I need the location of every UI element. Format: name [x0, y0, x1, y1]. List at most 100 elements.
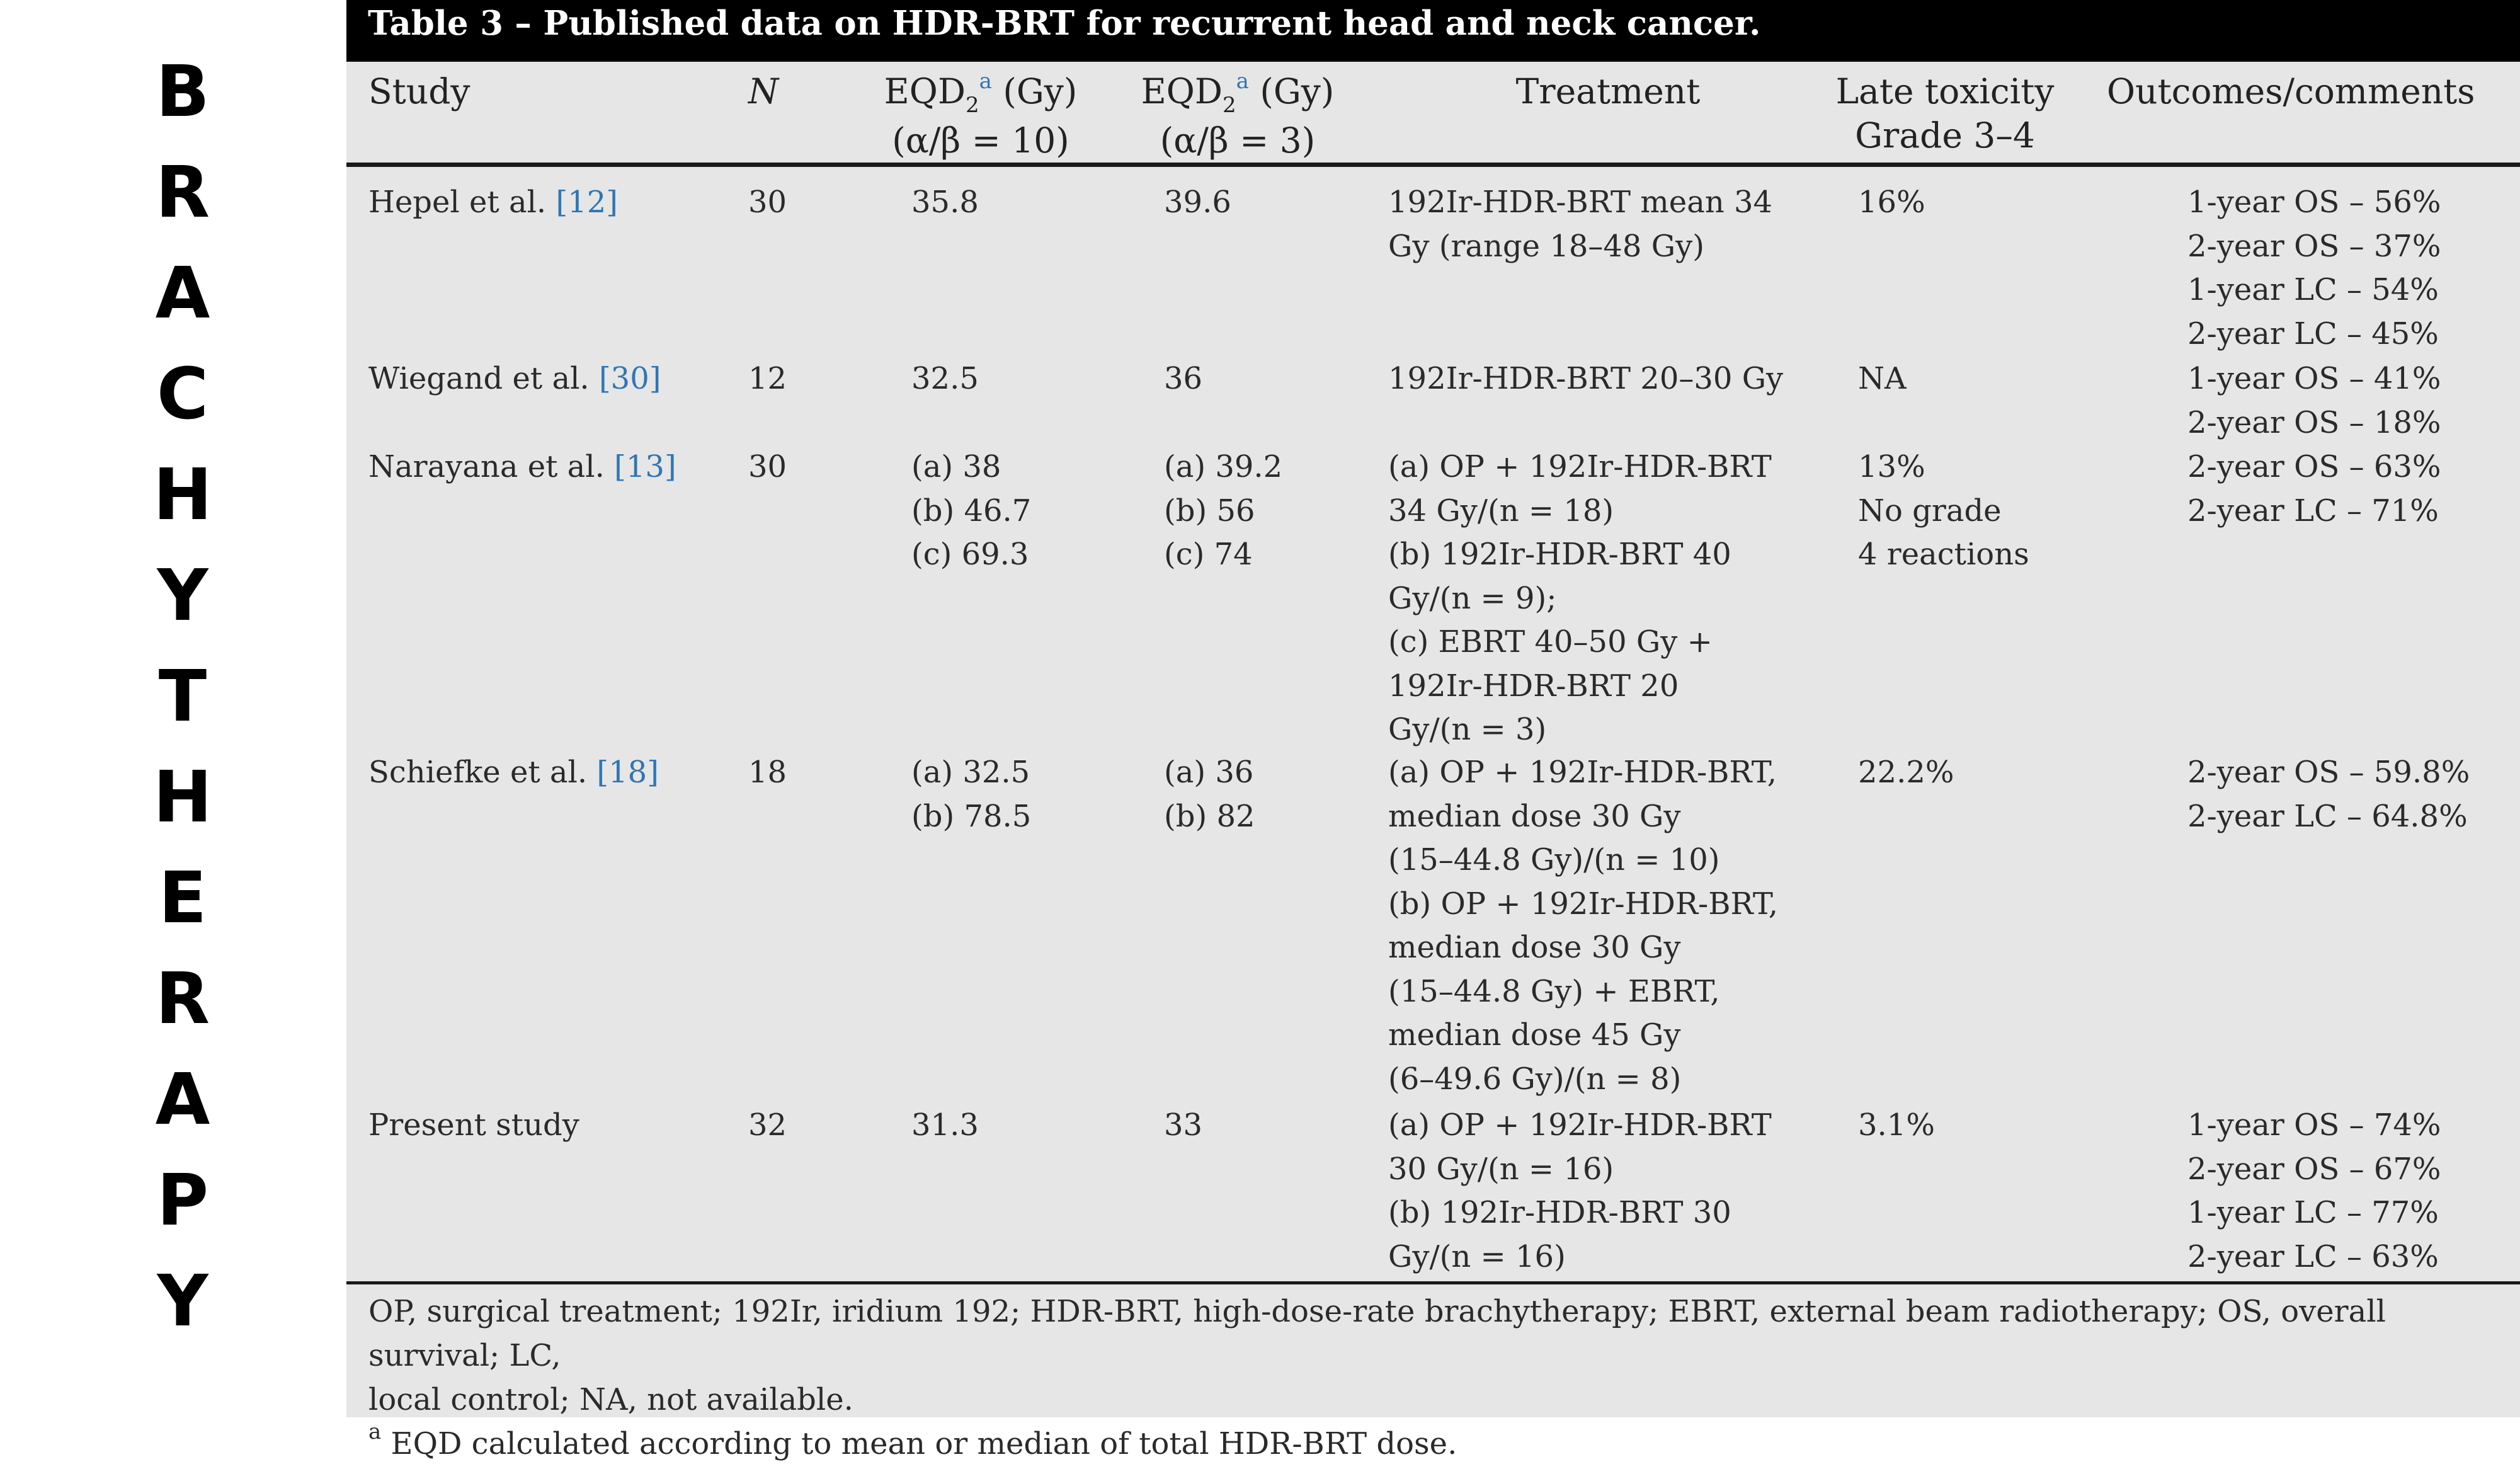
eqd10-line: (a) 38	[911, 449, 1001, 484]
side-letter: Y	[157, 555, 208, 637]
treatment-line: (a) OP + 192Ir-HDR-BRT,	[1388, 755, 1777, 790]
n-cell: 30	[748, 185, 787, 220]
outcomes-line: 1-year LC – 54%	[2187, 272, 2439, 307]
outcomes-line: 2-year LC – 64.8%	[2187, 798, 2468, 834]
treatment-line: Gy/(n = 3)	[1388, 712, 1547, 747]
treatment-line: Gy (range 18–48 Gy)	[1388, 228, 1704, 264]
eqd10-line: (a) 32.5	[911, 755, 1030, 790]
treatment-line: median dose 30 Gy	[1388, 930, 1681, 965]
eqd3-line: (c) 74	[1164, 537, 1253, 572]
outcomes-line: 2-year OS – 37%	[2187, 228, 2441, 264]
header-eqd-3-sup: a	[1236, 69, 1249, 94]
header-eqd-10-sup: a	[979, 69, 992, 94]
treatment-line: (b) OP + 192Ir-HDR-BRT,	[1388, 886, 1779, 922]
study-cell: Narayana et al. [13]	[368, 445, 676, 489]
reference-link[interactable]: [18]	[596, 755, 659, 790]
header-eqd-10: EQD2a (Gy) (α/β = 10)	[867, 69, 1094, 163]
header-eqd-10-base: EQD	[884, 71, 966, 111]
side-letter: E	[158, 857, 207, 939]
outcomes-line: 1-year LC – 77%	[2187, 1195, 2439, 1230]
treatment-line: 192Ir-HDR-BRT 20–30 Gy	[1388, 361, 1784, 396]
footnote-a-marker: a	[368, 1419, 382, 1444]
side-letter: R	[155, 152, 210, 234]
reference-link[interactable]: [12]	[556, 185, 618, 220]
side-letter: C	[156, 353, 209, 435]
treatment-line: Gy/(n = 16)	[1388, 1238, 1566, 1274]
study-name: Present study	[368, 1107, 579, 1143]
header-eqd-3-sub: 2	[1223, 93, 1236, 118]
footer-rule	[346, 1281, 2520, 1284]
header-eqd-3: EQD2a (Gy) (α/β = 3)	[1124, 69, 1351, 163]
header-outcomes: Outcomes/comments	[2107, 71, 2475, 111]
treatment-line: 30 Gy/(n = 16)	[1388, 1151, 1614, 1187]
side-letter: A	[155, 1059, 210, 1141]
treatment-line: (15–44.8 Gy) + EBRT,	[1388, 973, 1720, 1009]
eqd3-line: (a) 39.2	[1164, 449, 1283, 484]
reference-link[interactable]: [13]	[614, 449, 676, 484]
eqd10-line: 31.3	[911, 1107, 979, 1143]
table-title: Table 3 – Published data on HDR-BRT for …	[346, 0, 2520, 62]
treatment-line: median dose 30 Gy	[1388, 798, 1681, 834]
header-eqd-3-param: (α/β = 3)	[1160, 120, 1316, 161]
header-eqd-3-base: EQD	[1141, 71, 1223, 111]
eqd10-line: (b) 46.7	[911, 493, 1032, 529]
outcomes-line: 2-year LC – 63%	[2187, 1238, 2439, 1274]
treatment-line: median dose 45 Gy	[1388, 1017, 1681, 1053]
header-eqd-10-sub: 2	[966, 93, 979, 118]
eqd10-line: (c) 69.3	[911, 537, 1029, 572]
header-toxicity: Late toxicity Grade 3–4	[1819, 69, 2071, 157]
n-cell: 32	[748, 1107, 787, 1143]
outcomes-line: 1-year OS – 74%	[2187, 1107, 2441, 1143]
eqd10-line: (b) 78.5	[911, 798, 1032, 834]
treatment-line: (b) 192Ir-HDR-BRT 30	[1388, 1195, 1731, 1230]
eqd3-line: 36	[1164, 361, 1203, 396]
toxicity-line: 13%	[1858, 449, 1925, 484]
treatment-line: (15–44.8 Gy)/(n = 10)	[1388, 842, 1720, 877]
treatment-line: (b) 192Ir-HDR-BRT 40	[1388, 537, 1731, 572]
toxicity-line: NA	[1858, 361, 1907, 396]
side-letter: Y	[157, 1260, 208, 1342]
eqd10-line: 35.8	[911, 185, 979, 220]
treatment-line: 34 Gy/(n = 18)	[1388, 493, 1614, 529]
footnote-a-text: EQD calculated according to mean or medi…	[391, 1426, 1457, 1461]
outcomes-line: 1-year OS – 56%	[2187, 185, 2441, 220]
header-n: N	[748, 71, 779, 111]
treatment-line: (c) EBRT 40–50 Gy +	[1388, 624, 1713, 660]
n-cell: 30	[748, 449, 787, 484]
toxicity-line: 3.1%	[1858, 1107, 1935, 1143]
reference-link[interactable]: [30]	[598, 361, 661, 396]
eqd3-line: (a) 36	[1164, 755, 1254, 790]
header-study: Study	[368, 71, 470, 111]
header-eqd-10-unit: (Gy)	[991, 71, 1078, 111]
outcomes-line: 2-year LC – 71%	[2187, 493, 2439, 529]
treatment-line: (a) OP + 192Ir-HDR-BRT	[1388, 449, 1772, 484]
study-cell: Wiegand et al. [30]	[368, 357, 661, 401]
footnote-line-1: OP, surgical treatment; 192Ir, iridium 1…	[368, 1294, 2386, 1373]
footnote: OP, surgical treatment; 192Ir, iridium 1…	[368, 1289, 2497, 1469]
study-name: Wiegand et al.	[368, 361, 590, 396]
header-treatment: Treatment	[1515, 71, 1701, 111]
n-cell: 18	[748, 755, 787, 790]
treatment-line: (6–49.6 Gy)/(n = 8)	[1388, 1061, 1682, 1097]
outcomes-line: 2-year OS – 59.8%	[2187, 755, 2470, 790]
eqd3-line: 39.6	[1164, 185, 1231, 220]
header-eqd-10-param: (α/β = 10)	[892, 120, 1069, 161]
table-panel: Table 3 – Published data on HDR-BRT for …	[346, 0, 2520, 1461]
treatment-line: 192Ir-HDR-BRT mean 34	[1388, 185, 1773, 220]
treatment-line: 192Ir-HDR-BRT 20	[1388, 668, 1679, 704]
toxicity-line: No grade	[1858, 493, 2002, 529]
side-letter: A	[155, 253, 210, 334]
study-cell: Schiefke et al. [18]	[368, 751, 659, 795]
eqd3-line: 33	[1164, 1107, 1203, 1143]
study-name: Schiefke et al.	[368, 755, 588, 790]
study-cell: Present study	[368, 1104, 579, 1148]
eqd3-line: (b) 56	[1164, 493, 1255, 529]
header-toxicity-line-2: Grade 3–4	[1855, 115, 2035, 156]
toxicity-line: 4 reactions	[1858, 537, 2029, 572]
treatment-line: (a) OP + 192Ir-HDR-BRT	[1388, 1107, 1772, 1143]
side-letter: P	[156, 1160, 209, 1242]
study-cell: Hepel et al. [12]	[368, 181, 618, 225]
n-cell: 12	[748, 361, 787, 396]
side-letter: R	[155, 958, 210, 1040]
